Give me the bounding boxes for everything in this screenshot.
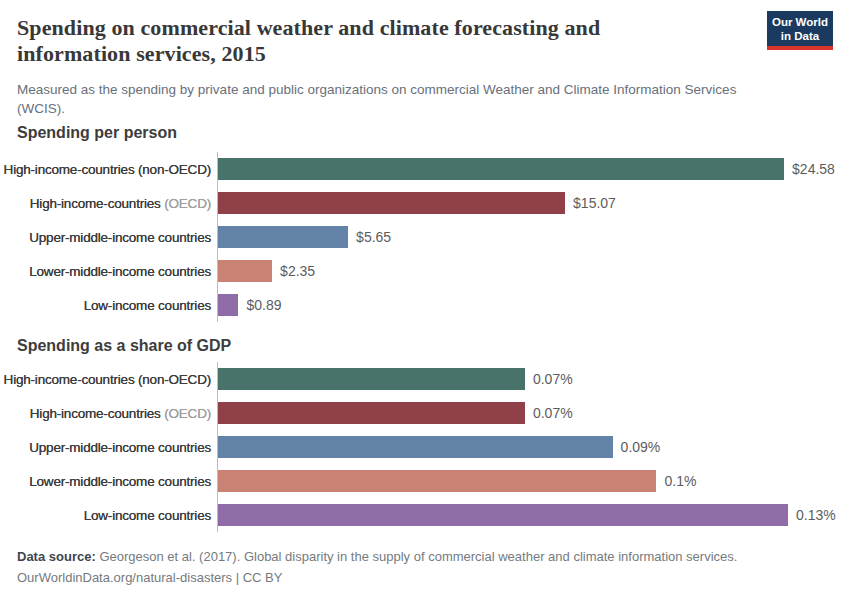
section-title: Spending as a share of GDP [17,337,850,355]
bar[interactable] [218,504,788,526]
value-label: 0.07% [533,371,573,387]
page: Spending on commercial weather and clima… [0,0,850,600]
bar-row: Low-income countries $0.89 [0,288,850,322]
bar[interactable] [218,260,272,282]
category-label-main: Upper-middle-income countries [29,230,211,245]
value-label: 0.07% [533,405,573,421]
category-label-main: High-income-countries [30,196,161,211]
bar-row: High-income-countries (OECD) 0.07% [0,396,850,430]
bar[interactable] [218,368,525,390]
category-label-muted: (OECD) [161,406,211,421]
bar-row: High-income-countries (OECD) $15.07 [0,186,850,220]
category-label-main: High-income-countries [30,406,161,421]
category-label: Upper-middle-income countries [29,230,211,245]
data-source-label: Data source: [17,549,96,564]
value-label: $15.07 [573,195,616,211]
bar[interactable] [218,470,656,492]
bar[interactable] [218,294,238,316]
owid-logo[interactable]: Our World in Data [767,11,833,50]
category-label-main: Low-income countries [84,298,211,313]
bar-row: Lower-middle-income countries $2.35 [0,254,850,288]
section-title: Spending per person [17,124,850,142]
chart-header: Spending on commercial weather and clima… [0,0,850,118]
value-label: 0.1% [664,473,696,489]
value-label: 0.13% [796,507,836,523]
value-label: $5.65 [356,229,391,245]
bar[interactable] [218,226,348,248]
bar-rows: High-income-countries (non-OECD)$24.58Hi… [0,152,850,322]
category-label: Lower-middle-income countries [29,264,211,279]
page-title: Spending on commercial weather and clima… [17,15,697,67]
value-label: 0.09% [621,439,661,455]
logo-line-2: in Data [769,30,831,44]
bar[interactable] [218,436,613,458]
category-label-main: Low-income countries [84,508,211,523]
bar[interactable] [218,158,784,180]
chart-spending-share-gdp: Spending as a share of GDP High-income-c… [0,337,850,532]
bar-row: Lower-middle-income countries 0.1% [0,464,850,498]
category-label: Low-income countries [84,298,211,313]
value-label: $2.35 [280,263,315,279]
bar[interactable] [218,402,525,424]
bar-rows: High-income-countries (non-OECD)0.07%Hig… [0,362,850,532]
category-label-main: High-income-countries (non-OECD) [4,162,211,177]
value-label: $24.58 [792,161,835,177]
bar-row: Upper-middle-income countries 0.09% [0,430,850,464]
data-source-text: Georgeson et al. (2017). Global disparit… [99,549,737,564]
category-label: High-income-countries (OECD) [30,196,211,211]
category-label-main: Lower-middle-income countries [29,264,211,279]
data-source-line: Data source: Georgeson et al. (2017). Gl… [17,546,737,567]
category-label: High-income-countries (non-OECD) [4,372,211,387]
category-label: Low-income countries [84,508,211,523]
bar-row: High-income-countries (non-OECD) $24.58 [0,152,850,186]
bar-row: High-income-countries (non-OECD) 0.07% [0,362,850,396]
subtitle: Measured as the spending by private and … [17,80,762,118]
category-label: Upper-middle-income countries [29,440,211,455]
bar-row: Low-income countries 0.13% [0,498,850,532]
category-label-main: Upper-middle-income countries [29,440,211,455]
category-label-muted: (OECD) [161,196,211,211]
category-label-main: High-income-countries (non-OECD) [4,372,211,387]
category-label-main: Lower-middle-income countries [29,474,211,489]
category-label: Lower-middle-income countries [29,474,211,489]
category-label: High-income-countries (OECD) [30,406,211,421]
footer: Data source: Georgeson et al. (2017). Gl… [17,546,737,588]
value-label: $0.89 [246,297,281,313]
chart-spending-per-person: Spending per person High-income-countrie… [0,124,850,322]
bar-row: Upper-middle-income countries $5.65 [0,220,850,254]
category-label: High-income-countries (non-OECD) [4,162,211,177]
bar[interactable] [218,192,565,214]
logo-line-1: Our World [769,16,831,30]
footer-link[interactable]: OurWorldinData.org/natural-disasters | C… [17,567,737,588]
